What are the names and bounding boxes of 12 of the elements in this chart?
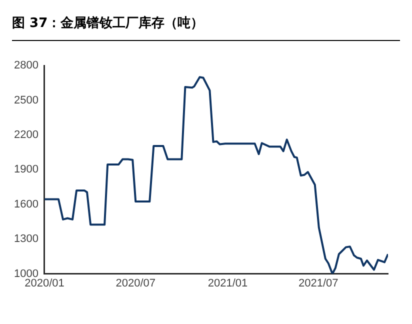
chart-title: 图 37：金属镨钕工厂库存（吨） (12, 14, 400, 41)
x-tick-label: 2020/01 (24, 277, 64, 290)
y-tick-label: 1000 (14, 268, 38, 280)
y-tick-label: 2200 (14, 129, 38, 142)
y-tick-label: 1300 (14, 233, 38, 246)
x-tick-label: 2021/01 (208, 277, 248, 290)
x-tick-label: 2020/07 (116, 277, 156, 290)
y-tick-label: 1900 (14, 164, 38, 176)
y-tick-label: 1600 (14, 198, 38, 210)
y-tick-label: 2800 (14, 60, 38, 72)
y-tick-label: 2500 (14, 94, 38, 106)
x-tick-label: 2021/07 (298, 277, 338, 290)
